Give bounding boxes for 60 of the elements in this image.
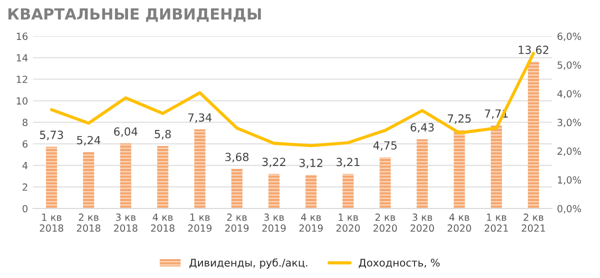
- x-tick-label: 1 кв 2018: [40, 214, 64, 232]
- data-label: 7,34: [188, 113, 212, 123]
- x-tick-label: 1 кв 2021: [484, 214, 508, 232]
- bar: [120, 143, 132, 208]
- bar: [46, 146, 58, 208]
- y-tick-label: 4: [22, 162, 28, 170]
- y-tick-label: 2: [22, 183, 28, 191]
- bar: [416, 139, 428, 208]
- bar: [268, 174, 280, 208]
- y2-tick-label: 4,0%: [557, 90, 582, 98]
- y-tick-label: 10: [16, 97, 28, 105]
- y2-tick-label: 1,0%: [558, 176, 582, 185]
- bar: [83, 152, 94, 208]
- bar: [305, 174, 317, 208]
- x-tick-label: 4 кв 2019: [299, 214, 323, 232]
- y-tick-label: 16: [16, 32, 28, 40]
- x-tick-label: 3 кв 2018: [114, 214, 138, 232]
- x-tick-label: 4 кв 2020: [448, 214, 472, 232]
- y-tick-label: 8: [22, 118, 28, 126]
- data-label: 13,62: [518, 46, 548, 56]
- y2-tick-label: 3,0%: [558, 118, 582, 128]
- bar: [342, 174, 354, 208]
- x-tick-label: 2 кв 2018: [76, 214, 100, 232]
- x-tick-label: 2 кв 2019: [225, 214, 249, 232]
- data-label: 6,04: [114, 127, 138, 137]
- x-tick-label: 2 кв 2020: [374, 214, 397, 232]
- data-label: 3,68: [225, 152, 248, 162]
- bar: [528, 62, 540, 208]
- data-label: 3,12: [300, 158, 322, 168]
- y-tick-label: 12: [16, 76, 28, 83]
- x-tick-label: 3 кв 2019: [262, 214, 286, 232]
- bar: [380, 157, 391, 208]
- bar: [194, 129, 206, 208]
- y2-tick-label: 2,0%: [558, 148, 582, 156]
- data-label: 5,8: [154, 130, 171, 140]
- data-label: 5,73: [40, 130, 64, 140]
- x-tick-label: 3 кв 2020: [410, 214, 434, 232]
- legend-label: Дивиденды, руб./акц.: [189, 258, 308, 269]
- x-tick-label: 1 кв 2020: [336, 214, 360, 232]
- bar: [454, 130, 465, 208]
- y2-tick-label: 5,0%: [558, 61, 582, 70]
- y2-tick-label: 6,0%: [558, 32, 582, 41]
- x-tick-label: 1 кв 2019: [188, 214, 212, 232]
- x-tick-label: 2 кв 2021: [522, 214, 545, 232]
- data-label: 3,22: [262, 158, 286, 168]
- y-tick-label: 14: [16, 54, 28, 62]
- y2-tick-label: 0,0%: [558, 204, 582, 214]
- data-label: 6,43: [410, 123, 434, 133]
- chart-title: КВАРТАЛЬНЫЕ ДИВИДЕНДЫ: [8, 8, 261, 22]
- data-label: 4,75: [373, 141, 397, 151]
- y-tick-label: 6: [22, 140, 28, 148]
- x-tick-label: 4 кв 2018: [151, 214, 174, 232]
- bar: [490, 125, 502, 208]
- bar: [157, 146, 168, 208]
- y-tick-label: 0: [22, 204, 28, 212]
- data-label: 5,24: [77, 136, 100, 146]
- legend-label: Доходность, %: [358, 258, 440, 268]
- bar: [231, 168, 242, 208]
- data-label: 7,25: [448, 114, 471, 124]
- data-label: 3,21: [336, 158, 360, 168]
